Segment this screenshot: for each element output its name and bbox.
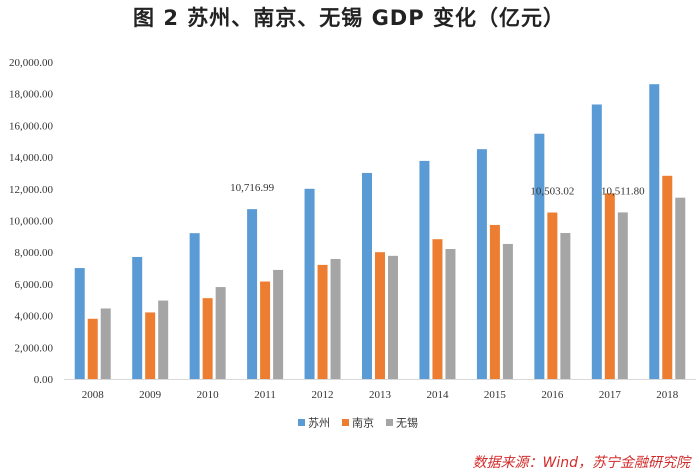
x-tick-label-2011: 2011 <box>254 389 276 401</box>
x-tick-label-2013: 2013 <box>369 389 392 401</box>
y-tick-label: 10,000.00 <box>9 216 54 228</box>
legend-label-suzhou: 苏州 <box>308 417 330 430</box>
legend-swatch-wuxi <box>386 419 393 426</box>
y-tick-label: 0.00 <box>34 374 54 386</box>
x-tick-label-2017: 2017 <box>599 389 622 401</box>
x-axis-labels: 2008 2009 2010 2011 2012 2013 2014 2015 2016 2017… <box>82 389 679 401</box>
data-label-2017: 10,511.80 <box>601 185 645 197</box>
x-tick-label-2008: 2008 <box>82 389 105 401</box>
bar-suzhou-2016 <box>534 133 545 379</box>
y-tick-label: 6,000.00 <box>15 279 54 291</box>
y-tick-label: 18,000.00 <box>9 89 54 101</box>
x-tick-label-2015: 2015 <box>484 389 507 401</box>
y-tick-label: 12,000.00 <box>9 184 54 196</box>
bar-wuxi-2017 <box>617 212 628 379</box>
bar-wuxi-2013 <box>388 255 398 379</box>
bar-suzhou-2010 <box>189 233 200 379</box>
x-tick-label-2018: 2018 <box>656 389 679 401</box>
y-tick-label: 8,000.00 <box>15 247 54 259</box>
bar-suzhou-2013 <box>362 172 372 379</box>
bar-nanjing-2014 <box>432 239 443 379</box>
bar-wuxi-2018 <box>675 197 686 379</box>
x-tick-label-2016: 2016 <box>541 389 564 401</box>
legend-label-wuxi: 无锡 <box>396 416 418 430</box>
bar-suzhou-2012 <box>304 188 315 379</box>
legend: 苏州 南京 无锡 <box>298 416 418 430</box>
data-labels: 10,716.99 10,503.02 10,511.80 <box>230 182 645 197</box>
y-tick-label: 20,000.00 <box>9 57 54 69</box>
bars <box>74 84 686 379</box>
x-tick-label-2010: 2010 <box>197 389 220 401</box>
y-tick-label: 14,000.00 <box>9 152 54 164</box>
y-tick-label: 4,000.00 <box>15 311 54 323</box>
bar-suzhou-2011 <box>247 209 258 379</box>
x-tick-label-2009: 2009 <box>139 389 162 401</box>
bar-nanjing-2016 <box>547 212 558 379</box>
bar-suzhou-2017 <box>591 104 602 379</box>
bar-wuxi-2015 <box>502 243 513 379</box>
y-axis-labels: 0.00 2,000.00 4,000.00 6,000.00 8,000.00 10,0… <box>9 57 54 386</box>
bar-suzhou-2009 <box>132 256 143 379</box>
y-tick-label: 2,000.00 <box>15 342 54 354</box>
legend-label-nanjing: 南京 <box>352 416 374 430</box>
source-note: 数据来源：Wind，苏宁金融研究院 <box>472 455 691 471</box>
x-tick-label-2014: 2014 <box>426 389 449 401</box>
bar-nanjing-2011 <box>260 281 271 379</box>
bar-wuxi-2016 <box>560 233 571 379</box>
bar-suzhou-2018 <box>649 84 660 379</box>
bar-wuxi-2011 <box>273 269 284 379</box>
bar-nanjing-2012 <box>317 264 328 379</box>
bar-nanjing-2013 <box>375 252 385 379</box>
bar-wuxi-2012 <box>330 259 341 379</box>
bar-wuxi-2008 <box>100 308 111 379</box>
bar-wuxi-2014 <box>445 249 456 379</box>
bar-nanjing-2010 <box>202 298 213 379</box>
bar-suzhou-2008 <box>74 268 85 379</box>
bar-nanjing-2017 <box>604 193 615 379</box>
data-label-2011: 10,716.99 <box>230 182 275 194</box>
bar-nanjing-2018 <box>662 175 673 379</box>
figure-title: 图 2 苏州、南京、无锡 GDP 变化（亿元） <box>133 6 565 30</box>
bar-suzhou-2014 <box>419 160 430 379</box>
legend-swatch-suzhou <box>298 419 305 426</box>
bar-nanjing-2009 <box>145 312 156 379</box>
bar-nanjing-2015 <box>489 224 500 379</box>
bar-nanjing-2008 <box>87 318 98 379</box>
bar-wuxi-2009 <box>158 300 169 379</box>
data-label-2016: 10,503.02 <box>530 186 574 198</box>
bar-suzhou-2015 <box>476 149 487 379</box>
x-tick-label-2012: 2012 <box>312 389 334 401</box>
y-tick-label: 16,000.00 <box>9 120 54 132</box>
bar-wuxi-2010 <box>215 287 226 379</box>
legend-swatch-nanjing <box>342 419 349 426</box>
